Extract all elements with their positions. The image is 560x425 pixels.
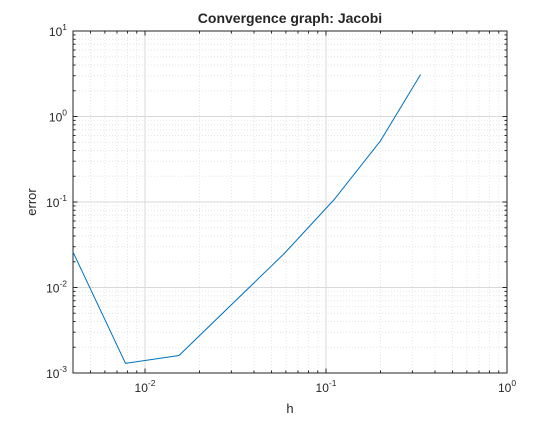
tick-label-exponent: -2: [59, 279, 67, 289]
grid-layer: [72, 31, 507, 374]
tick-label-exponent: -1: [329, 378, 337, 388]
tick-label-exponent: 1: [62, 22, 67, 32]
y-tick-label: 10-2: [46, 279, 67, 296]
y-axis-label: error: [24, 188, 39, 216]
y-tick-label: 100: [49, 108, 67, 125]
tick-label-exponent: 0: [511, 378, 516, 388]
tick-label-base: 10: [316, 381, 330, 395]
tick-label-base: 10: [46, 196, 60, 210]
tick-layer: [72, 31, 507, 374]
y-tick-label: 10-3: [46, 364, 67, 381]
chart-title: Convergence graph: Jacobi: [198, 10, 382, 26]
y-tick-label: 101: [49, 22, 67, 39]
tick-label-base: 10: [135, 381, 149, 395]
tick-label-exponent: -2: [148, 378, 156, 388]
x-tick-label: 10-2: [135, 378, 156, 395]
tick-label-base: 10: [49, 111, 63, 125]
x-tick-label: 100: [498, 378, 516, 395]
tick-label-base: 10: [498, 381, 512, 395]
series-layer: [72, 74, 422, 364]
tick-label-exponent: -3: [59, 364, 67, 374]
y-tick-label: 10-1: [46, 193, 67, 210]
tick-label-exponent: 0: [62, 108, 67, 118]
x-axis-label: h: [286, 401, 293, 416]
tick-label-base: 10: [46, 367, 60, 381]
x-tick-label: 10-1: [316, 378, 337, 395]
series-line: [72, 74, 422, 364]
tick-label-exponent: -1: [59, 193, 67, 203]
tick-label-base: 10: [49, 25, 63, 39]
tick-label-base: 10: [46, 282, 60, 296]
